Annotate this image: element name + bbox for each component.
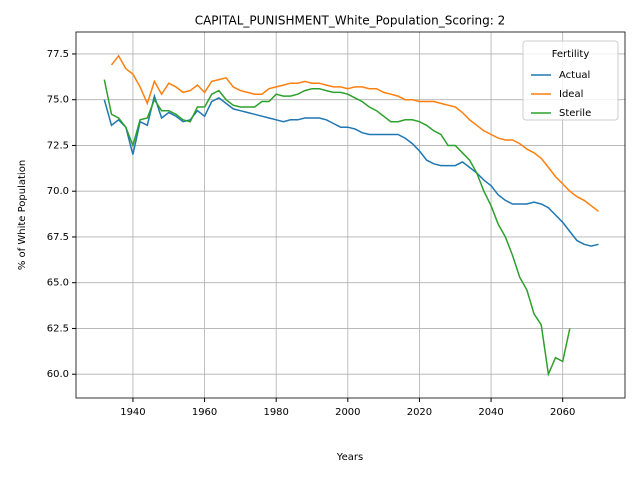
y-tick-label: 65.0	[47, 278, 69, 289]
x-tick-label: 2060	[550, 407, 575, 418]
plot-frame	[75, 31, 626, 399]
legend-box	[522, 40, 619, 121]
x-tick-label: 2000	[335, 407, 360, 418]
x-tick-label: 2040	[478, 407, 503, 418]
legend-label: Sterile	[559, 108, 591, 119]
y-tick-label: 60.0	[47, 369, 69, 380]
x-tick-label: 1980	[263, 407, 288, 418]
data-line	[110, 54, 599, 212]
legend-label: Ideal	[559, 89, 583, 100]
y-tick-label: 70.0	[47, 186, 69, 197]
legend-label: Actual	[559, 70, 590, 81]
chart-title: CAPITAL_PUNISHMENT_White_Population_Scor…	[195, 14, 506, 28]
y-tick-label: 75.0	[47, 95, 69, 106]
x-tick-label: 2020	[407, 407, 432, 418]
x-tick-label: 1940	[120, 407, 145, 418]
x-tick-label: 1960	[192, 407, 217, 418]
x-axis-label: Years	[336, 452, 363, 463]
y-tick-label: 77.5	[47, 49, 69, 60]
y-tick-label: 72.5	[47, 140, 69, 151]
legend-title: Fertility	[552, 49, 590, 60]
data-line	[103, 79, 571, 377]
y-axis-label: % of White Population	[17, 160, 28, 270]
y-tick-label: 67.5	[47, 232, 69, 243]
y-tick-label: 62.5	[47, 323, 69, 334]
